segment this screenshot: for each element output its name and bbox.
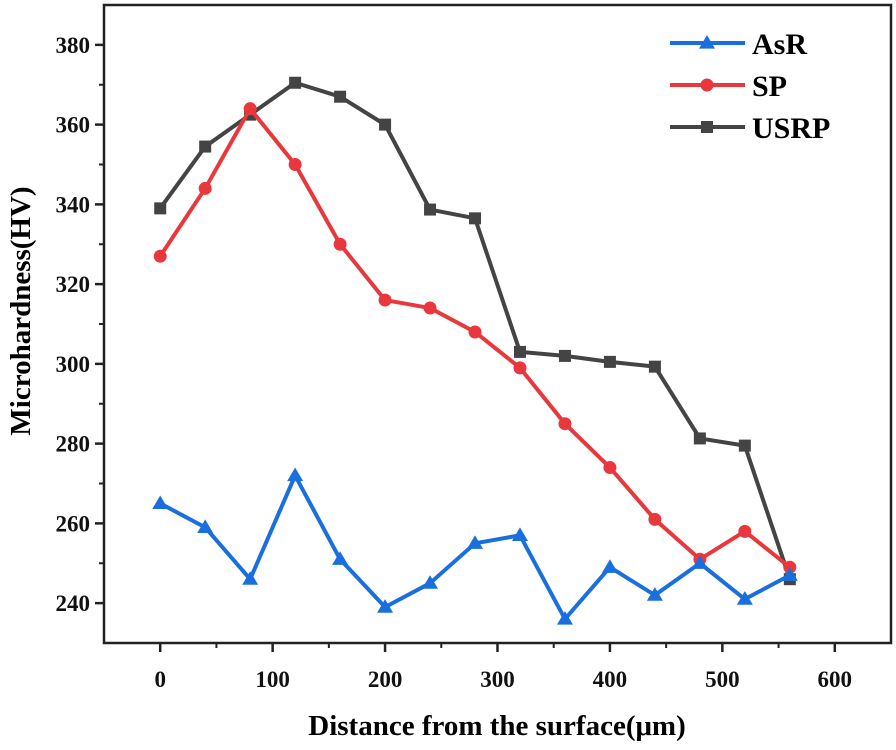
data-point-asr <box>781 567 798 581</box>
data-point-asr <box>287 467 304 482</box>
x-axis-title: Distance from the surface(μm) <box>308 710 685 742</box>
legend-label-usrp: USRP <box>752 112 830 145</box>
legend-item-asr: AsR <box>670 28 807 61</box>
y-axis-ticks: 240 260 280 300 320 340 360 380 <box>56 33 104 616</box>
legend-label-asr: AsR <box>752 28 807 61</box>
data-point-asr <box>197 519 214 533</box>
data-point-sp <box>423 301 437 315</box>
data-point-usrp <box>513 345 526 358</box>
series-layer <box>152 76 798 625</box>
x-axis-ticks: 0 100 200 300 400 500 600 <box>154 643 852 692</box>
data-point-usrp <box>738 439 751 452</box>
data-point-sp <box>288 158 302 171</box>
data-point-sp <box>333 237 347 251</box>
x-tick-label: 500 <box>705 667 740 692</box>
data-point-asr <box>646 587 663 601</box>
data-point-sp <box>468 325 482 339</box>
y-tick-label: 260 <box>56 511 91 536</box>
legend: AsR SP USRP <box>670 28 830 145</box>
y-tick-label: 380 <box>56 33 91 58</box>
legend-marker-asr <box>699 35 715 49</box>
data-point-sp <box>738 524 752 538</box>
data-point-asr <box>332 551 349 565</box>
y-tick-label: 360 <box>56 113 91 138</box>
data-point-asr <box>511 527 528 541</box>
data-point-sp <box>198 181 212 195</box>
data-point-usrp <box>334 90 347 103</box>
y-tick-label: 340 <box>56 192 91 217</box>
data-point-asr <box>601 559 618 573</box>
legend-marker-sp <box>700 78 714 92</box>
data-point-usrp <box>199 140 212 153</box>
data-point-asr <box>377 599 394 613</box>
data-point-usrp <box>154 202 167 215</box>
data-point-sp <box>648 512 662 526</box>
y-tick-label: 240 <box>56 591 91 616</box>
data-point-sp <box>513 361 527 375</box>
data-point-sp <box>153 249 167 263</box>
series-usrp <box>154 76 796 586</box>
data-point-usrp <box>424 203 437 216</box>
legend-marker-usrp <box>701 121 713 133</box>
y-tick-label: 280 <box>56 432 91 457</box>
legend-item-sp: SP <box>670 70 787 103</box>
y-tick-label: 300 <box>56 352 91 377</box>
data-point-usrp <box>603 355 616 368</box>
series-asr <box>152 467 798 625</box>
data-point-usrp <box>558 349 571 362</box>
data-point-usrp <box>289 76 302 89</box>
y-axis-title: Microhardness(HV) <box>5 186 37 435</box>
data-point-asr <box>691 555 708 569</box>
data-point-asr <box>242 571 259 585</box>
data-point-usrp <box>379 118 392 131</box>
data-point-usrp <box>648 360 661 373</box>
data-point-asr <box>556 611 573 625</box>
data-point-asr <box>736 591 753 605</box>
data-point-sp <box>558 417 572 431</box>
data-point-sp <box>243 102 257 116</box>
x-tick-label: 100 <box>255 667 290 692</box>
legend-item-usrp: USRP <box>670 112 830 145</box>
data-point-usrp <box>693 432 706 445</box>
data-point-sp <box>603 461 617 475</box>
legend-label-sp: SP <box>752 70 787 103</box>
x-tick-label: 400 <box>593 667 628 692</box>
x-tick-label: 0 <box>154 667 166 692</box>
data-point-asr <box>152 495 169 510</box>
data-point-sp <box>378 293 392 307</box>
data-point-asr <box>422 575 439 589</box>
x-tick-label: 200 <box>368 667 403 692</box>
x-tick-label: 300 <box>480 667 515 692</box>
y-tick-label: 320 <box>56 272 91 297</box>
data-point-asr <box>467 535 484 549</box>
x-tick-label: 600 <box>818 667 853 692</box>
data-point-usrp <box>469 212 482 225</box>
